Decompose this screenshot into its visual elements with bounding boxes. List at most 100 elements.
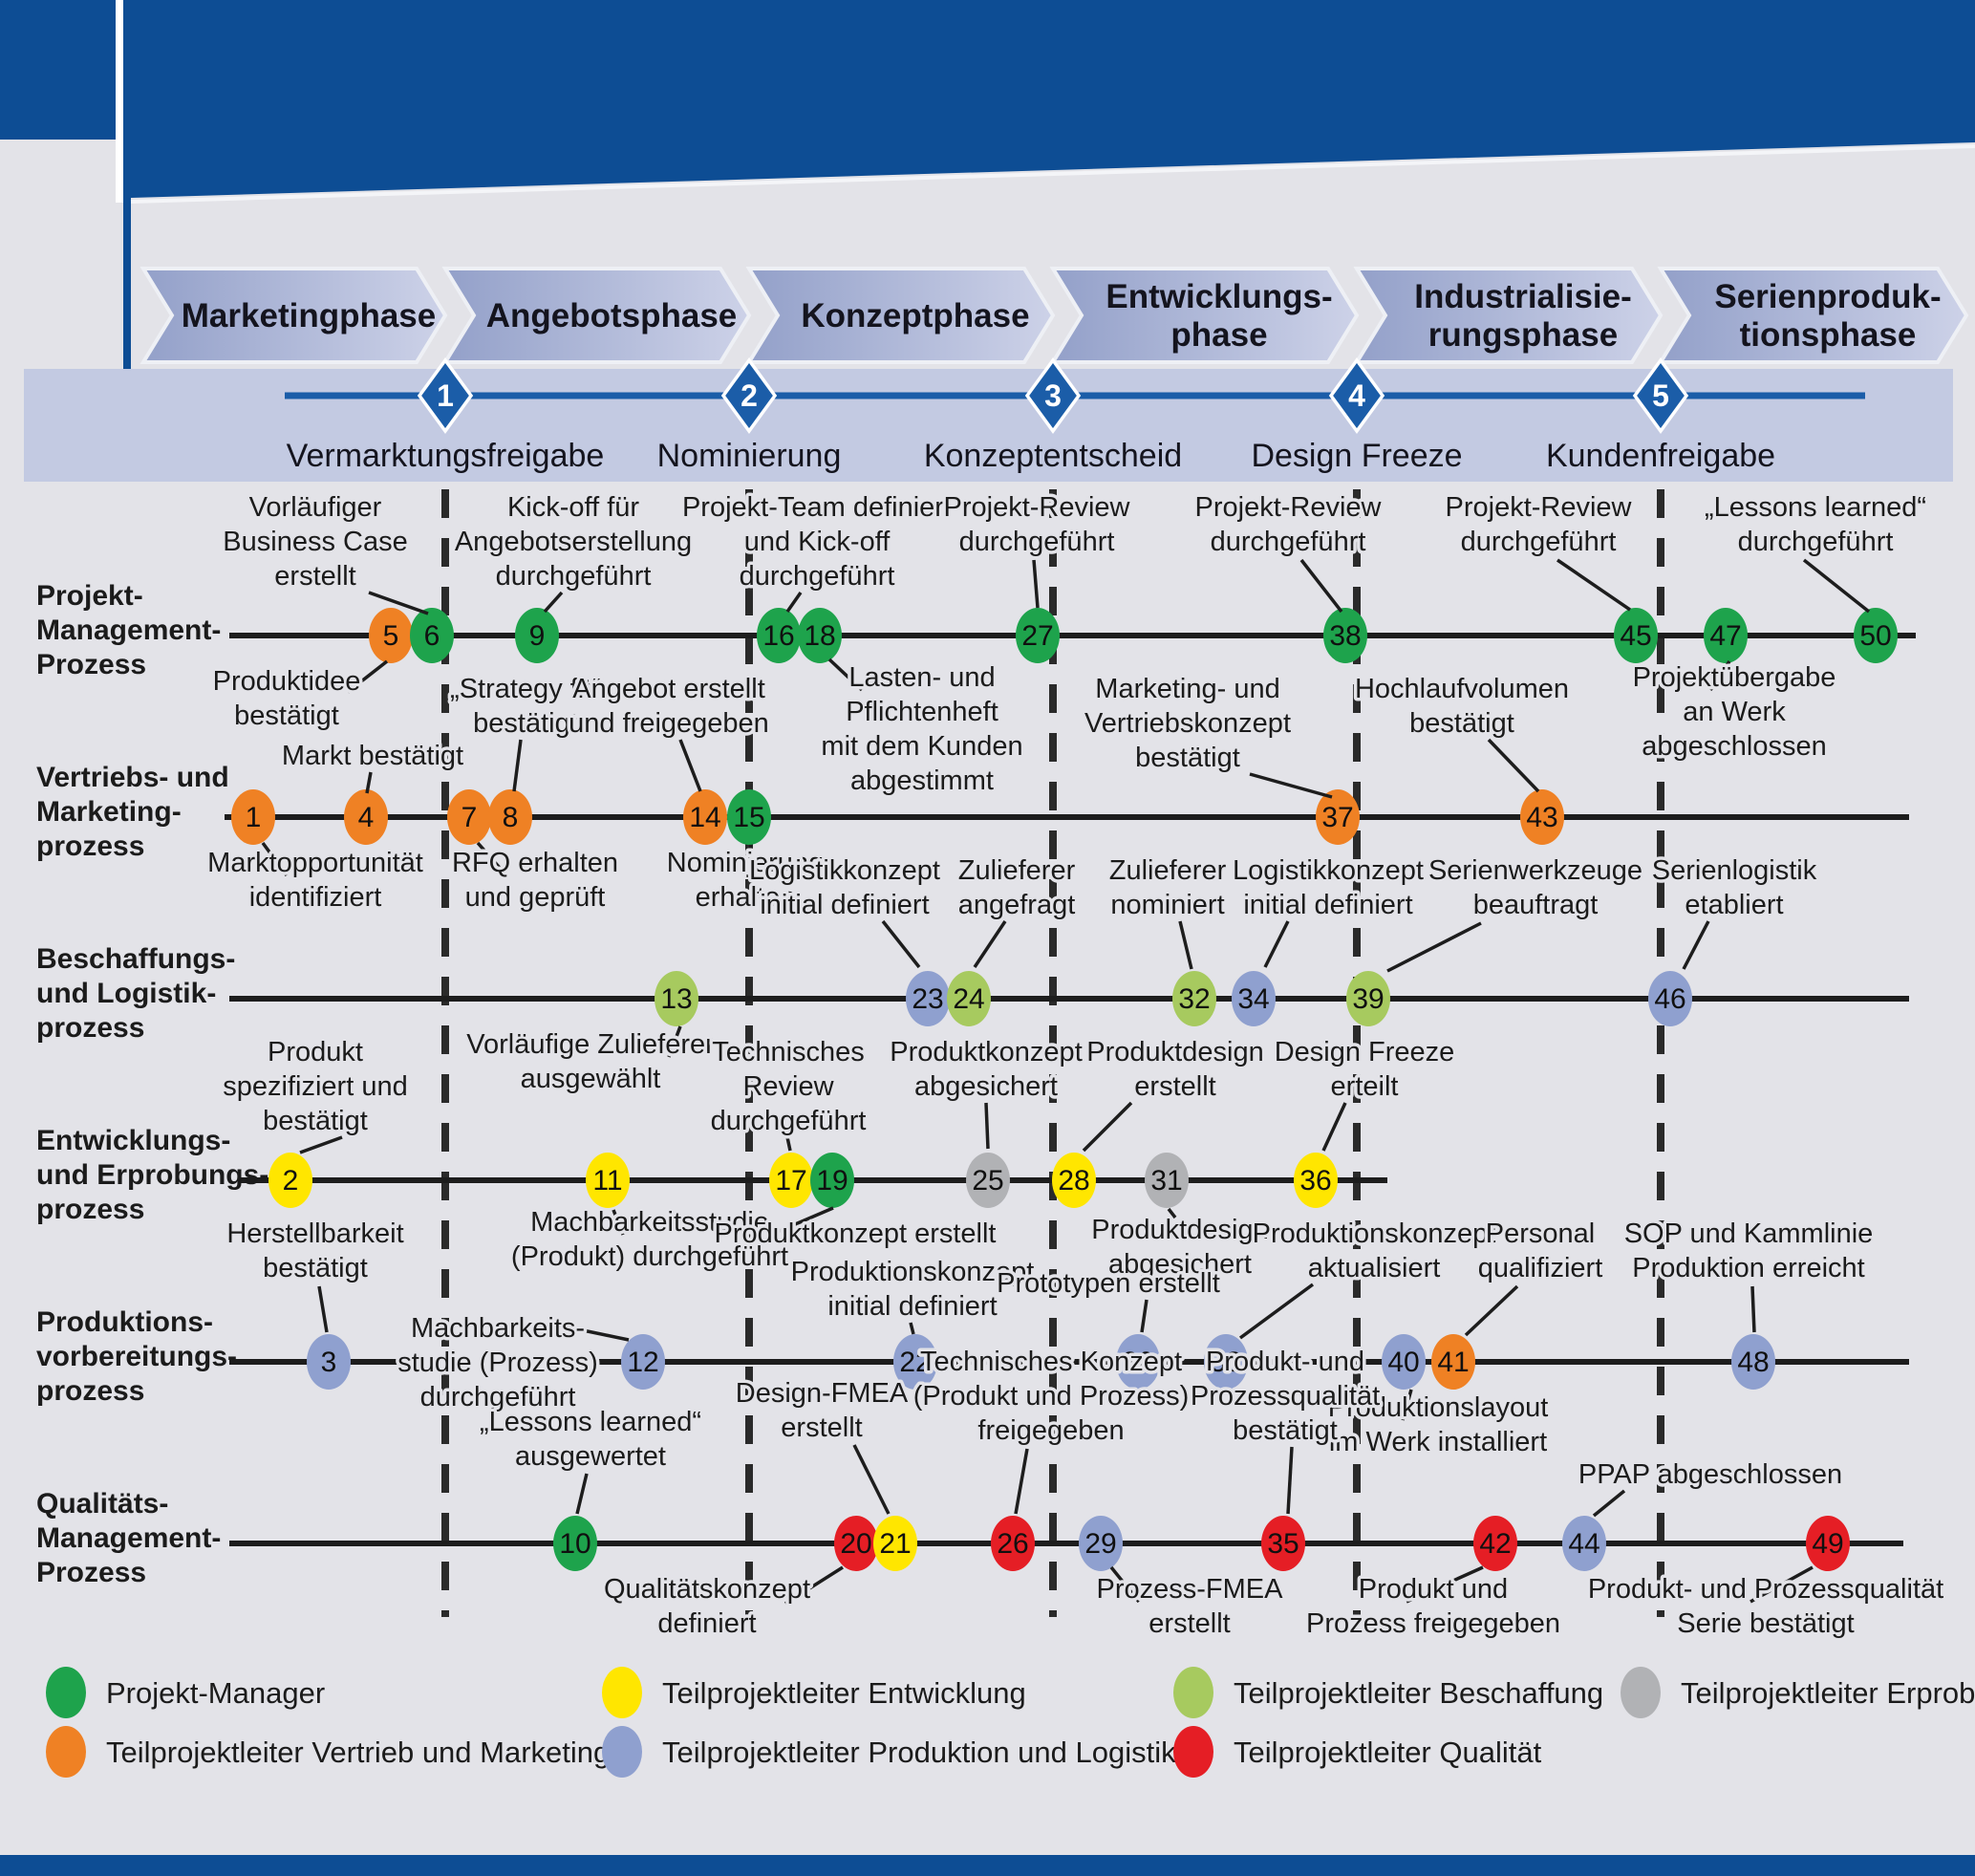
dot-number: 20 [840, 1528, 871, 1560]
gate-label: Konzeptentscheid [924, 438, 1182, 474]
milestone-dot-33: 33 [1204, 1334, 1248, 1390]
dot-pm [1323, 608, 1367, 663]
corner-gap [116, 0, 124, 203]
annotation-text: Produkt- und Prozessqualität [1588, 1574, 1943, 1605]
gate-label: Design Freeze [1251, 438, 1462, 474]
annotation-text: Design Freeze [1275, 1037, 1455, 1067]
annotation-text: Produkt [268, 1037, 363, 1067]
annotation-text: erhalten [696, 882, 796, 913]
annotation-text: Projekt-Review [1446, 492, 1633, 523]
annotation-text: bestätigt [1233, 1415, 1338, 1446]
milestone-dot-3: 3 [307, 1334, 351, 1390]
annotation-text: identifiziert [249, 882, 382, 913]
legend-item-qualitaet: Teilprojektleiter Qualität [1173, 1726, 1542, 1778]
process-row-5: Produktions-vorbereitungs-prozess 3 12 22 30… [36, 1306, 1909, 1407]
process-row-label: Prozess [36, 649, 146, 680]
process-row-1: Projekt-Management-Prozess 5 6 9 16 18 27 38 45 4… [36, 580, 1916, 680]
annotation-connector [368, 591, 429, 615]
phase-chevron: Konzeptphase [745, 267, 1056, 364]
milestone-dot-30: 30 [1116, 1334, 1160, 1390]
dot-pm [410, 608, 454, 663]
annotation-connector [1750, 1285, 1756, 1333]
annotation: PPAP abgeschlossen [1575, 1456, 1846, 1518]
process-row-label: Projekt- [36, 580, 143, 612]
dot-number: 43 [1526, 802, 1557, 833]
milestone-dot-45: 45 [1614, 608, 1658, 663]
dot-number: 47 [1709, 620, 1741, 652]
annotation-text: studie (Prozess) [397, 1348, 598, 1378]
annotation-text: durchgeführt [496, 561, 652, 592]
phase-chevron: Serienproduk-tionsphase [1657, 267, 1969, 364]
phase-label: phase [1170, 316, 1267, 354]
process-row-6: Qualitäts-Management-Prozess 10 20 21 26 29 35… [36, 1488, 1903, 1588]
milestone-dot-7: 7 [447, 789, 491, 845]
annotation-text: qualifiziert [1478, 1253, 1603, 1283]
milestone-dot-35: 35 [1261, 1516, 1305, 1571]
annotation-text: Serienlogistik [1652, 855, 1817, 886]
dot-number: 16 [762, 620, 794, 652]
milestone-dot-5: 5 [369, 608, 413, 663]
annotation-connector [852, 1444, 891, 1515]
gate-5: 5 Kundenfreigabe [1546, 357, 1775, 474]
dot-number: 25 [972, 1165, 1003, 1197]
dot-number: 31 [1150, 1165, 1182, 1197]
annotation-text: abgeschlossen [1642, 731, 1826, 762]
annotation-text: Business Case [223, 527, 407, 557]
annotation-text: erstellt [1149, 1608, 1230, 1639]
milestone-dot-11: 11 [586, 1153, 630, 1208]
dot-number: 48 [1737, 1347, 1769, 1378]
annotation-connector [785, 591, 803, 614]
process-row-label: Marketing- [36, 796, 182, 828]
process-row-label: Management- [36, 615, 221, 646]
annotation: Projekt-Review durchgeführt [940, 489, 1134, 609]
annotation-connector [1014, 1448, 1029, 1515]
milestone-dot-15: 15 [727, 789, 771, 845]
milestone-dot-39: 39 [1346, 971, 1390, 1026]
annotation-text: Vertriebskonzept [1084, 708, 1291, 739]
annotation-text: Prozess freigegeben [1306, 1608, 1560, 1639]
annotation-connector [785, 1136, 792, 1152]
milestone-dot-2: 2 [268, 1153, 312, 1208]
milestone-dot-4: 4 [344, 789, 388, 845]
dot-number: 37 [1321, 802, 1353, 833]
annotation: Produktkonzept abgesichert [887, 1034, 1085, 1150]
annotation-text: Marketing- und [1095, 674, 1279, 704]
dot-number: 4 [358, 802, 375, 833]
process-row-label: Entwicklungs- [36, 1125, 230, 1156]
annotation-text: durchgeführt [1211, 527, 1366, 557]
annotation-text: initial definiert [1243, 890, 1412, 920]
dot-entwicklung [268, 1153, 312, 1208]
milestone-dot-24: 24 [947, 971, 991, 1026]
milestone-dot-27: 27 [1016, 608, 1060, 663]
gate-number: 2 [741, 378, 758, 413]
dot-number: 17 [775, 1165, 806, 1197]
annotation: Marketing- und Vertriebskonzept bestätigt [1081, 671, 1333, 799]
phase-label: tionsphase [1740, 316, 1917, 354]
annotation-text: Nominierung [667, 848, 824, 878]
milestone-dot-26: 26 [991, 1516, 1035, 1571]
milestone-dot-40: 40 [1382, 1334, 1426, 1390]
process-row-label: und Erprobungs- [36, 1159, 268, 1191]
dot-pm [727, 789, 771, 845]
dot-number: 18 [804, 620, 835, 652]
dot-number: 5 [383, 620, 399, 652]
annotation: Angebot erstellt und freigegeben [566, 671, 772, 792]
milestone-dot-12: 12 [621, 1334, 665, 1390]
annotation-text: bestätigt [1135, 743, 1240, 773]
milestone-dot-42: 42 [1473, 1516, 1517, 1571]
dot-produktion [1232, 971, 1276, 1026]
milestone-dot-50: 50 [1854, 608, 1898, 663]
annotation: Projekt-Team definiert und Kick-off durchg… [678, 489, 955, 614]
annotation: Projekt-Review durchgeführt [1191, 489, 1385, 614]
annotation: Machbarkeitsstudie(Produkt) durchgeführt [507, 1204, 791, 1276]
annotation-text: Produktkonzept erstellt [715, 1218, 997, 1249]
annotation-text: ausgewertet [515, 1441, 666, 1472]
annotation-text: Projekt-Team definiert [682, 492, 952, 523]
annotation: Produktdesign abgesichert [1088, 1207, 1272, 1283]
annotations: Vorläufiger Business Case erstellt Kick-off… [204, 489, 1947, 1643]
dot-number: 15 [733, 802, 764, 833]
milestone-band: 1 Vermarktungsfreigabe 2 Nominierung 3 Konzep… [24, 357, 1953, 482]
phase-chevron: Entwicklungs-phase [1049, 267, 1360, 364]
